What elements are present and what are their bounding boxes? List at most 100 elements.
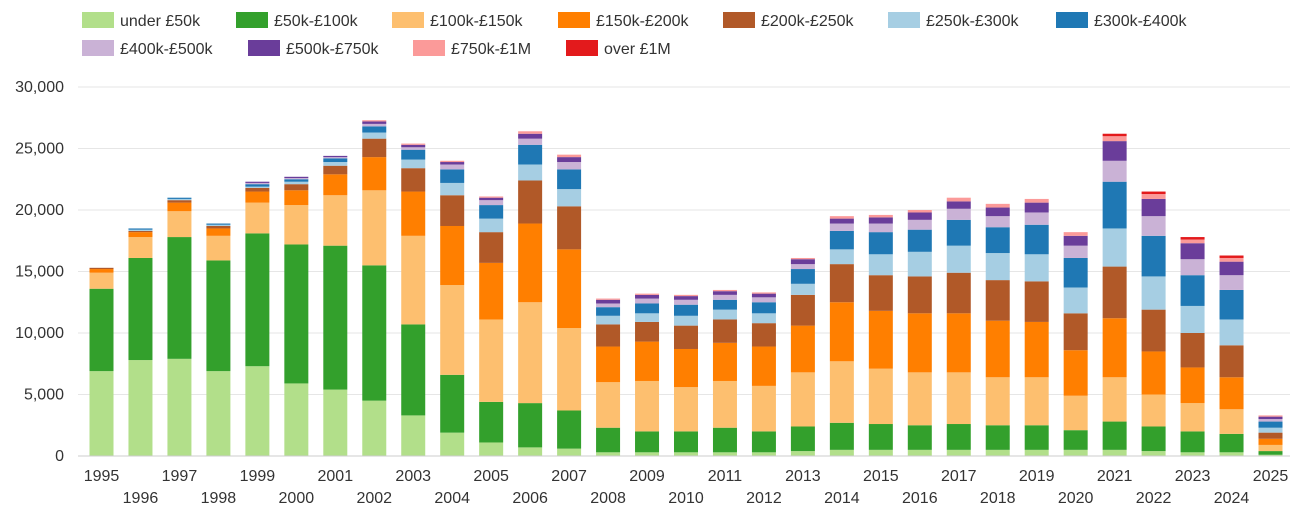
bar-2012-under-50k[interactable] bbox=[751, 452, 776, 456]
bar-2002-400k-500k[interactable] bbox=[362, 123, 387, 127]
bar-2020-300k-400k[interactable] bbox=[1063, 257, 1088, 288]
bar-2005-300k-400k[interactable] bbox=[479, 205, 504, 219]
bar-1998-300k-400k[interactable] bbox=[206, 223, 231, 225]
bar-2011-300k-400k[interactable] bbox=[712, 299, 737, 310]
legend-item-750k-1m[interactable]: £750k-£1M bbox=[413, 40, 531, 58]
bar-1998-250k-300k[interactable] bbox=[206, 224, 231, 226]
bar-2000-300k-400k[interactable] bbox=[284, 179, 309, 182]
bar-2018-400k-500k[interactable] bbox=[985, 216, 1010, 228]
bar-2021-250k-300k[interactable] bbox=[1102, 228, 1127, 267]
bar-2014-100k-150k[interactable] bbox=[829, 361, 854, 423]
legend-item-300k-400k[interactable]: £300k-£400k bbox=[1056, 12, 1188, 30]
bar-2010-100k-150k[interactable] bbox=[674, 387, 698, 432]
bar-1997-200k-250k[interactable] bbox=[167, 200, 192, 203]
bar-2003-50k-100k[interactable] bbox=[401, 324, 426, 416]
bar-2003-300k-400k[interactable] bbox=[401, 149, 426, 160]
bar-2020-750k-1m[interactable] bbox=[1063, 232, 1088, 236]
bar-2007-400k-500k[interactable] bbox=[557, 162, 582, 170]
bar-2008-500k-750k[interactable] bbox=[596, 299, 621, 304]
bar-2013-400k-500k[interactable] bbox=[790, 264, 815, 270]
bar-2005-150k-200k[interactable] bbox=[479, 262, 504, 320]
bar-2023-over-1m[interactable] bbox=[1180, 237, 1205, 240]
bar-1999-200k-250k[interactable] bbox=[245, 187, 270, 192]
bar-2005-250k-300k[interactable] bbox=[479, 218, 504, 233]
bar-2002-250k-300k[interactable] bbox=[362, 132, 387, 139]
bar-2016-500k-750k[interactable] bbox=[907, 212, 932, 220]
bar-2013-750k-1m[interactable] bbox=[790, 257, 815, 260]
bar-2008-400k-500k[interactable] bbox=[596, 303, 621, 308]
bar-2015-50k-100k[interactable] bbox=[868, 424, 893, 450]
bar-1997-100k-150k[interactable] bbox=[167, 211, 192, 238]
bar-2021-100k-150k[interactable] bbox=[1102, 377, 1127, 422]
bar-2025-150k-200k[interactable] bbox=[1258, 438, 1283, 445]
bar-2010-under-50k[interactable] bbox=[674, 452, 698, 456]
bar-2012-200k-250k[interactable] bbox=[751, 323, 776, 347]
bar-2012-400k-500k[interactable] bbox=[751, 297, 776, 303]
bar-2022-over-1m[interactable] bbox=[1141, 191, 1166, 195]
bar-2020-under-50k[interactable] bbox=[1063, 449, 1088, 456]
bar-2023-under-50k[interactable] bbox=[1180, 452, 1205, 456]
bar-2015-500k-750k[interactable] bbox=[868, 217, 893, 224]
bar-2010-500k-750k[interactable] bbox=[674, 296, 698, 300]
bar-2015-400k-500k[interactable] bbox=[868, 223, 893, 233]
bar-2022-250k-300k[interactable] bbox=[1141, 276, 1166, 310]
bar-2007-750k-1m[interactable] bbox=[557, 154, 582, 158]
bar-2002-50k-100k[interactable] bbox=[362, 265, 387, 401]
bar-2012-150k-200k[interactable] bbox=[751, 346, 776, 386]
bar-2016-100k-150k[interactable] bbox=[907, 372, 932, 426]
bar-2019-100k-150k[interactable] bbox=[1024, 377, 1049, 426]
bar-2022-100k-150k[interactable] bbox=[1141, 394, 1166, 427]
bar-1996-under-50k[interactable] bbox=[128, 360, 153, 456]
bar-2014-200k-250k[interactable] bbox=[829, 264, 854, 303]
bar-2008-300k-400k[interactable] bbox=[596, 307, 621, 316]
bar-2000-150k-200k[interactable] bbox=[284, 190, 309, 206]
bar-2022-50k-100k[interactable] bbox=[1141, 426, 1166, 452]
bar-2025-250k-300k[interactable] bbox=[1258, 427, 1283, 433]
bar-1999-150k-200k[interactable] bbox=[245, 191, 270, 203]
bar-2022-200k-250k[interactable] bbox=[1141, 309, 1166, 352]
bar-2020-50k-100k[interactable] bbox=[1063, 430, 1088, 450]
bar-2021-750k-1m[interactable] bbox=[1102, 136, 1127, 142]
bar-2003-750k-1m[interactable] bbox=[401, 143, 426, 145]
bar-2024-over-1m[interactable] bbox=[1219, 255, 1244, 258]
bar-2009-750k-1m[interactable] bbox=[635, 293, 660, 295]
bar-2007-100k-150k[interactable] bbox=[557, 328, 582, 411]
bar-2024-750k-1m[interactable] bbox=[1219, 257, 1244, 262]
bar-2022-500k-750k[interactable] bbox=[1141, 198, 1166, 217]
bar-1996-100k-150k[interactable] bbox=[128, 237, 153, 258]
bar-2004-300k-400k[interactable] bbox=[440, 169, 465, 183]
bar-2024-200k-250k[interactable] bbox=[1219, 345, 1244, 378]
bar-2011-under-50k[interactable] bbox=[712, 452, 737, 456]
bar-2023-150k-200k[interactable] bbox=[1180, 367, 1205, 404]
bar-2012-100k-150k[interactable] bbox=[751, 385, 776, 432]
bar-2009-400k-500k[interactable] bbox=[635, 298, 660, 304]
bar-2017-400k-500k[interactable] bbox=[946, 208, 971, 220]
bar-2014-250k-300k[interactable] bbox=[829, 249, 854, 265]
bar-2003-500k-750k[interactable] bbox=[401, 144, 426, 148]
bar-2024-150k-200k[interactable] bbox=[1219, 377, 1244, 410]
bar-2009-200k-250k[interactable] bbox=[635, 321, 660, 342]
bar-2019-300k-400k[interactable] bbox=[1024, 224, 1049, 255]
bar-2012-750k-1m[interactable] bbox=[751, 292, 776, 294]
bar-2022-400k-500k[interactable] bbox=[1141, 216, 1166, 236]
bar-1999-500k-750k[interactable] bbox=[245, 181, 270, 183]
bar-1995-50k-100k[interactable] bbox=[89, 288, 114, 372]
bar-1999-250k-300k[interactable] bbox=[245, 186, 270, 188]
bar-2009-100k-150k[interactable] bbox=[635, 380, 660, 432]
bar-2004-100k-150k[interactable] bbox=[440, 285, 465, 375]
bar-2013-200k-250k[interactable] bbox=[790, 294, 815, 326]
bar-2021-400k-500k[interactable] bbox=[1102, 160, 1127, 182]
bar-1996-200k-250k[interactable] bbox=[128, 230, 153, 233]
bar-2024-100k-150k[interactable] bbox=[1219, 409, 1244, 434]
bar-2018-300k-400k[interactable] bbox=[985, 227, 1010, 254]
bar-1999-400k-500k[interactable] bbox=[245, 182, 270, 185]
bar-1995-200k-250k[interactable] bbox=[89, 267, 114, 270]
legend-item-under-50k[interactable]: under £50k bbox=[82, 12, 201, 30]
bar-2005-500k-750k[interactable] bbox=[479, 197, 504, 201]
bar-2017-250k-300k[interactable] bbox=[946, 245, 971, 273]
bar-2005-50k-100k[interactable] bbox=[479, 401, 504, 443]
bar-2000-under-50k[interactable] bbox=[284, 383, 309, 456]
bar-2023-200k-250k[interactable] bbox=[1180, 333, 1205, 368]
bar-2013-250k-300k[interactable] bbox=[790, 283, 815, 295]
bar-2018-750k-1m[interactable] bbox=[985, 203, 1010, 208]
